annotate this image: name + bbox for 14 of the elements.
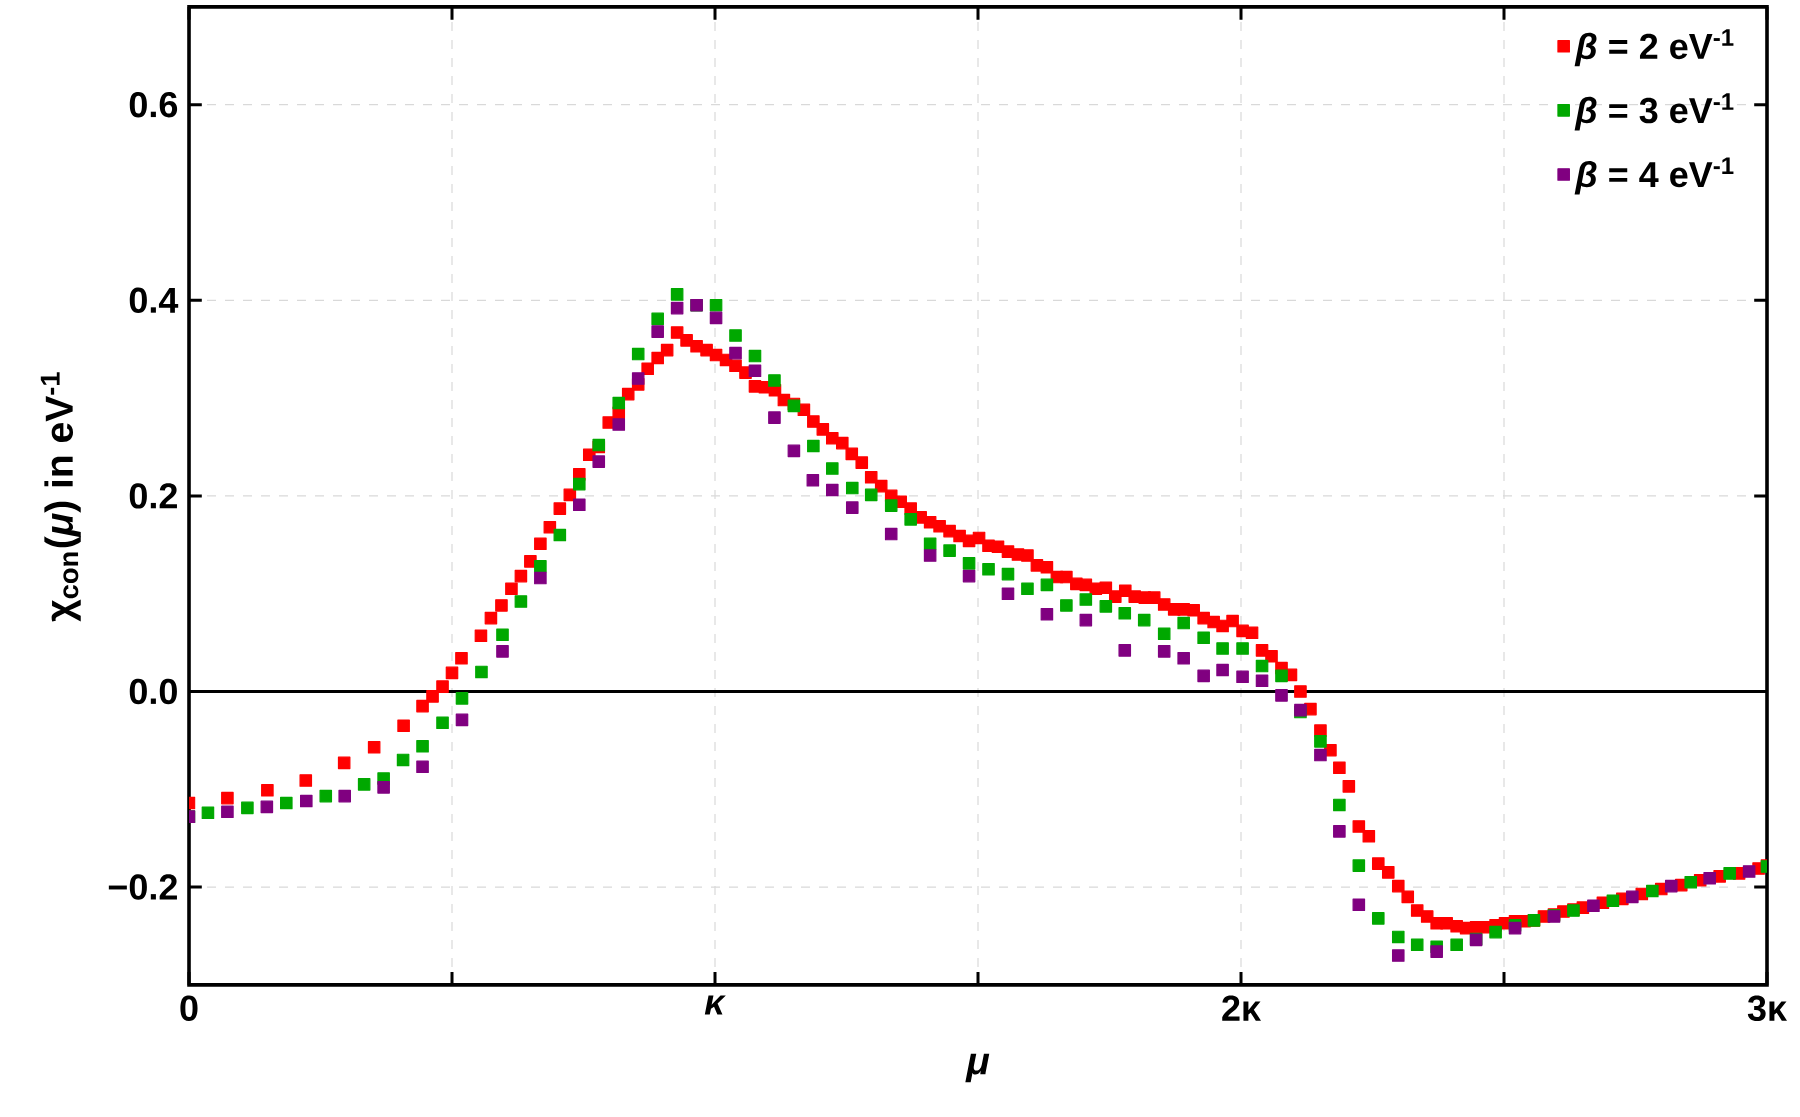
y-tick-label: 0.6 <box>129 92 178 118</box>
x-axis-title: μ <box>965 1053 990 1083</box>
legend-label: β = 4 eV$^{-1}$ <box>1574 157 1734 195</box>
y-tick-label: 0.4 <box>129 287 179 314</box>
x-tick-label: κ <box>704 995 726 1015</box>
legend-label: β = 2 eV$^{-1}$ <box>1574 29 1734 67</box>
y-axis-title: χ$_{con}$(μ) in eV$^{-1}$ <box>40 372 81 622</box>
x-tick-label: 0 <box>180 995 198 1022</box>
legend-label: β = 3 eV$^{-1}$ <box>1574 93 1734 131</box>
x-tick-label: 2κ <box>1222 995 1262 1021</box>
y-tick-label: −0.2 <box>108 874 177 900</box>
y-tick-label: 0.0 <box>129 678 177 705</box>
x-tick-label: 3κ <box>1747 995 1788 1022</box>
y-tick-label: 0.2 <box>129 483 177 509</box>
